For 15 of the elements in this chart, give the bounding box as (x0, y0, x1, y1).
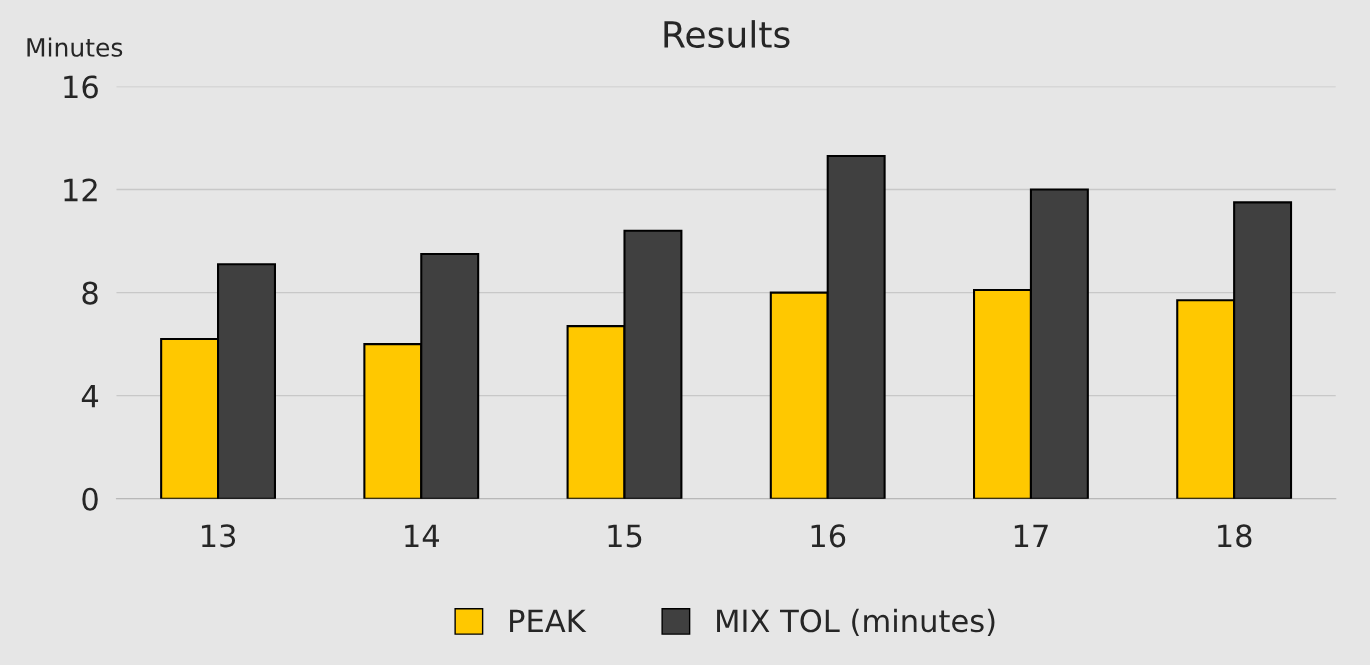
x-tick-label: 17 (1014, 524, 1048, 547)
chart-title: Results (664, 20, 790, 49)
legend-label: PEAK (510, 609, 587, 632)
y-tick-label: 8 (82, 281, 98, 305)
y-tick-label: 0 (82, 487, 98, 511)
x-tick-label: 13 (201, 524, 236, 548)
y-tick-label: 12 (64, 178, 97, 202)
y-tick-label: 16 (64, 75, 98, 99)
x-tick-label: 15 (608, 524, 642, 548)
y-axis-title: Minutes (27, 37, 123, 57)
x-tick-label: 14 (405, 524, 439, 547)
x-tick-label: 18 (1218, 524, 1252, 548)
y-tick-label: 4 (81, 385, 99, 408)
x-tick-label: 16 (811, 524, 846, 548)
legend-label: MIX TOL (minutes) (717, 608, 995, 636)
